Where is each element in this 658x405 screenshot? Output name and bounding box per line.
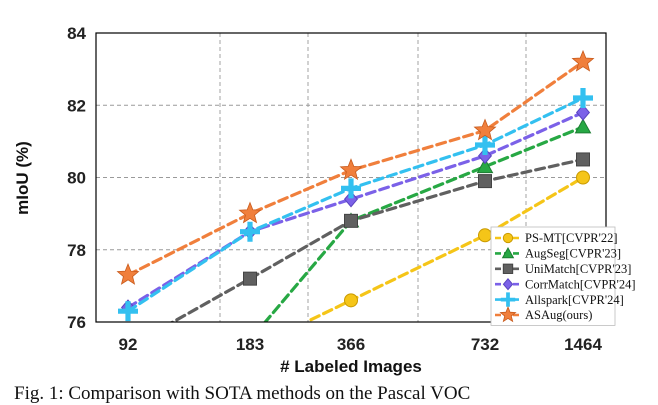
series-group [118,88,593,322]
legend-label: Allspark[CVPR'24] [525,293,624,307]
line-chart: 76 78 80 82 84 92 183 366 732 1464 # Labeled Ima… [13,24,636,376]
legend-marker [502,263,514,274]
data-point-diamond [575,104,591,121]
data-point-diamond [343,190,359,208]
data-point-plus [341,178,361,199]
data-point-plus [240,221,260,242]
data-point-star [238,201,262,224]
y-tick-label: 84 [67,24,86,43]
figure-caption: Fig. 1: Comparison with SOTA methods on … [14,383,471,404]
x-axis-title: # Labeled Images [280,357,422,376]
x-tick-label: 366 [337,335,365,354]
data-point-square [576,152,590,167]
data-point-square [478,174,492,189]
legend-item: ASAug(ours) [495,305,592,323]
legend-box [490,226,616,326]
x-tick-labels: 92 183 366 732 1464 [119,335,603,354]
y-tick-label: 80 [67,169,86,188]
series-group [309,170,590,322]
legend-label: UniMatch[CVPR'23] [525,262,631,276]
series-line [126,110,585,310]
data-point-triangle [476,158,494,174]
x-tick-label: 183 [236,335,264,354]
legend-marker [499,305,517,323]
legend-marker [502,232,514,244]
data-point-triangle [574,118,592,134]
y-axis-title: mIoU (%) [13,141,32,215]
legend-marker [502,278,514,291]
data-point-plus [573,88,593,109]
data-point-star [116,262,140,285]
y-tick-label: 82 [67,96,86,115]
legend: PS-MT[CVPR'22] AugSeg[CVPR'23]UniMatch[CV… [490,226,636,326]
data-point-star [571,49,595,72]
data-point-circle [478,228,492,243]
legend-item: Allspark[CVPR'24] [495,292,624,307]
legend-item: PS-MT[CVPR'22] [495,231,618,245]
plot-frame [95,32,607,323]
legend-item: UniMatch[CVPR'23] [495,262,631,276]
legend-marker [501,246,515,259]
data-point-circle [576,170,590,185]
data-point-star [473,118,497,141]
legend-label: PS-MT[CVPR'22] [525,231,618,245]
series-line [309,175,585,322]
legend-label: CorrMatch[CVPR'24] [525,277,636,291]
data-point-star [339,158,363,181]
legend-label: ASAug(ours) [525,308,592,322]
series-group [116,49,595,285]
y-tick-labels: 76 78 80 82 84 [67,24,86,332]
legend-item: CorrMatch[CVPR'24] [495,277,636,291]
x-tick-label: 732 [471,335,499,354]
y-tick-label: 78 [67,241,86,260]
data-point-plus [475,134,495,155]
legend-marker [500,292,516,307]
series-group [169,152,590,322]
data-point-square [243,271,257,286]
y-tick-label: 76 [67,313,86,332]
data-point-circle [344,293,358,308]
x-tick-label: 1464 [564,335,602,354]
legend-label: AugSeg[CVPR'23] [525,247,621,261]
legend-item: AugSeg[CVPR'23] [495,247,621,261]
x-tick-label: 92 [119,335,138,354]
data-point-square [344,213,358,228]
data-point-diamond [477,147,493,165]
data-point-plus [118,301,138,322]
series-layer [116,49,595,322]
